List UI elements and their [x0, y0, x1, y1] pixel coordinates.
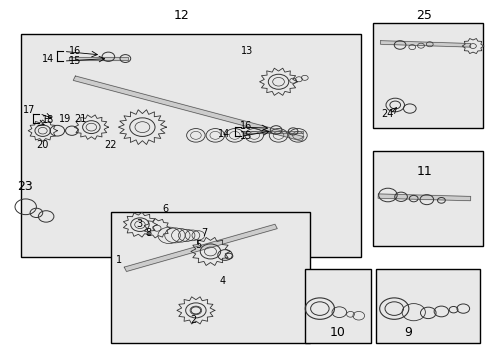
Text: 19: 19 — [59, 113, 71, 123]
Text: 22: 22 — [104, 140, 117, 150]
FancyBboxPatch shape — [111, 212, 309, 342]
FancyBboxPatch shape — [21, 33, 361, 257]
Polygon shape — [244, 131, 302, 133]
Polygon shape — [377, 194, 470, 201]
Polygon shape — [124, 224, 277, 271]
Text: 18: 18 — [42, 115, 55, 125]
Text: 2: 2 — [190, 315, 196, 325]
Text: 16: 16 — [69, 46, 81, 57]
FancyBboxPatch shape — [372, 152, 482, 246]
Text: 15: 15 — [69, 57, 81, 66]
Text: 14: 14 — [42, 54, 54, 64]
Text: 21: 21 — [74, 113, 86, 123]
Text: 14: 14 — [217, 129, 229, 139]
Text: 13: 13 — [240, 46, 252, 56]
FancyBboxPatch shape — [375, 269, 479, 342]
Text: 4: 4 — [220, 276, 226, 286]
Text: 23: 23 — [17, 180, 33, 193]
Text: 3: 3 — [136, 219, 142, 229]
Text: 1: 1 — [116, 255, 122, 265]
FancyBboxPatch shape — [305, 269, 370, 342]
Text: 6: 6 — [162, 204, 168, 214]
Text: 24: 24 — [380, 109, 392, 119]
Text: 11: 11 — [416, 165, 431, 177]
Text: 10: 10 — [329, 327, 345, 339]
FancyBboxPatch shape — [372, 23, 482, 128]
Text: 17: 17 — [23, 105, 36, 115]
Text: 15: 15 — [239, 131, 252, 141]
Text: 12: 12 — [173, 9, 189, 22]
Text: 5: 5 — [195, 240, 202, 250]
Text: 9: 9 — [403, 327, 411, 339]
Polygon shape — [73, 76, 304, 141]
Text: 16: 16 — [239, 121, 252, 131]
Polygon shape — [380, 41, 470, 47]
Text: 25: 25 — [416, 9, 431, 22]
Text: 20: 20 — [37, 140, 49, 150]
Text: 8: 8 — [145, 228, 151, 238]
Text: 7: 7 — [201, 228, 207, 238]
Polygon shape — [69, 57, 127, 60]
